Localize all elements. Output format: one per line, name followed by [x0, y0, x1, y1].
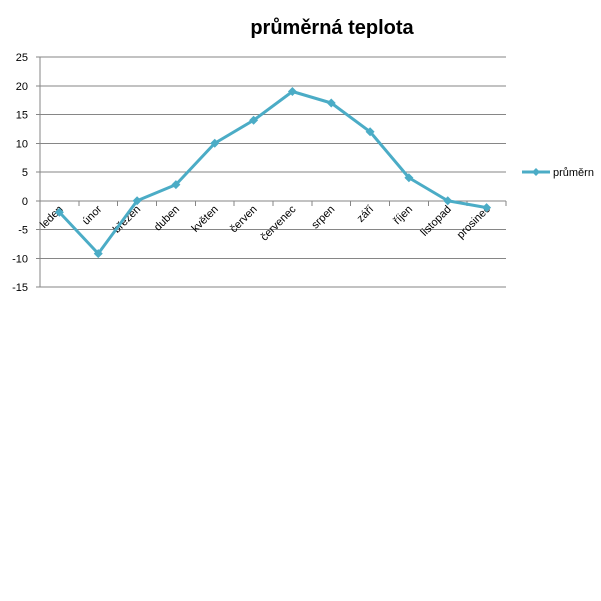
data-point-9: [404, 173, 414, 183]
y-axis-ticks: -15 -10 -5 0 5 10 15 20 25: [12, 52, 28, 294]
legend: průměrn: [522, 167, 594, 179]
data-point-6: [287, 87, 297, 96]
y-tick-label-6: 15: [16, 110, 28, 122]
legend-marker-0: [532, 168, 540, 176]
chart-title: průměrná teplota: [250, 17, 414, 39]
data-point-1: [93, 249, 103, 259]
y-tick-label-5: 10: [16, 138, 28, 150]
y-tick-label-4: 5: [22, 167, 28, 179]
y-tick-label-8: 25: [16, 52, 28, 64]
x-axis: [39, 57, 507, 287]
data-point-3: [171, 180, 181, 190]
data-point-7: [326, 98, 336, 108]
series-group: [54, 87, 492, 259]
data-point-8: [365, 127, 375, 137]
y-tick-label-1: -10: [12, 253, 28, 265]
data-point-4: [210, 138, 220, 148]
data-point-11: [482, 203, 492, 213]
data-point-0: [54, 207, 64, 217]
y-tick-label-7: 20: [16, 81, 28, 93]
y-tick-label-0: -15: [12, 282, 28, 294]
data-point-10: [443, 196, 453, 206]
data-point-2: [132, 196, 142, 206]
series-line-0: [58, 90, 487, 256]
y-tick-label-3: 0: [22, 196, 28, 208]
y-tick-label-2: -5: [18, 225, 28, 237]
data-point-5: [249, 115, 259, 125]
legend-label-0: průměrn: [553, 167, 594, 179]
